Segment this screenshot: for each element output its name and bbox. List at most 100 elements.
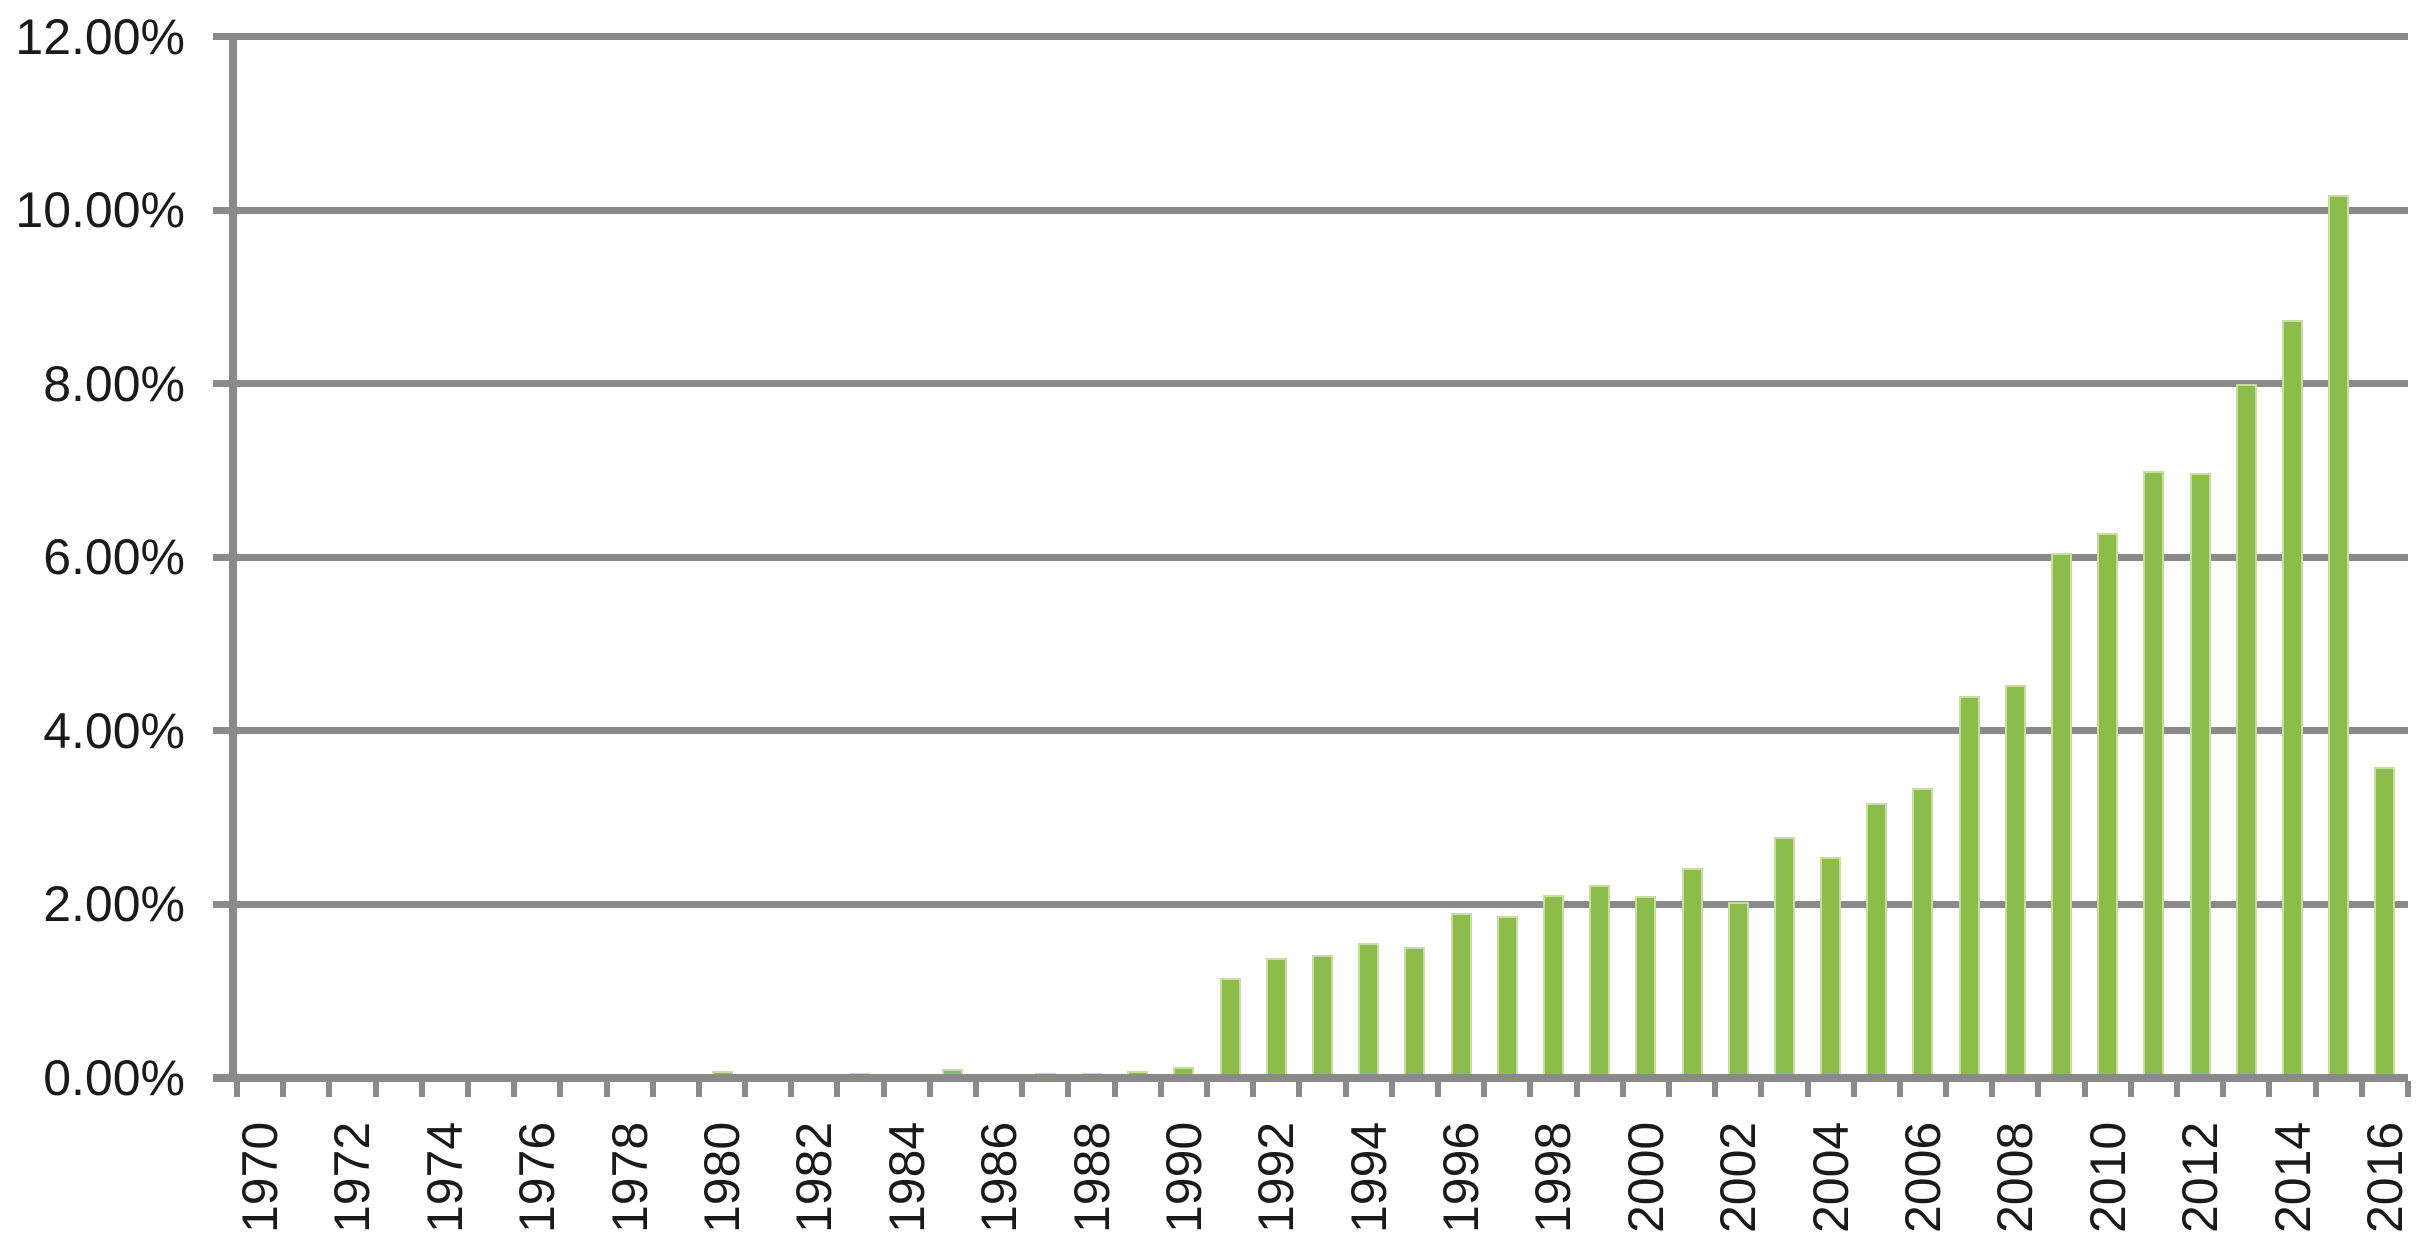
x-axis-label-1992: 1992 (1248, 1121, 1305, 1233)
x-tick (418, 1081, 425, 1097)
bar-1994 (1358, 943, 1380, 1078)
x-tick (464, 1081, 471, 1097)
bar-2013 (2235, 384, 2257, 1078)
x-tick (2127, 1081, 2134, 1097)
gridline-6pct (213, 553, 2408, 561)
bar-2001 (1681, 868, 1703, 1078)
x-axis-label-2000: 2000 (1617, 1121, 1674, 1233)
x-tick (1804, 1081, 1811, 1097)
x-tick (372, 1081, 379, 1097)
x-axis-label-1970: 1970 (232, 1121, 289, 1233)
x-tick (1342, 1081, 1349, 1097)
x-axis-label-2008: 2008 (1987, 1121, 2044, 1233)
x-tick (234, 1081, 240, 1097)
bar-2015 (2328, 195, 2350, 1078)
bar-2007 (1958, 695, 1980, 1078)
y-axis-label-6.00%: 6.00% (43, 529, 185, 585)
x-axis-label-1996: 1996 (1433, 1121, 1490, 1233)
x-axis-label-1978: 1978 (601, 1121, 658, 1233)
x-tick (1111, 1081, 1118, 1097)
bar-2003 (1773, 837, 1795, 1078)
x-tick (326, 1081, 333, 1097)
x-tick (1943, 1081, 1950, 1097)
x-tick (1204, 1081, 1211, 1097)
gridline-4pct (213, 727, 2408, 734)
x-tick (2358, 1081, 2365, 1097)
bar-2010 (2097, 532, 2119, 1078)
bar-2011 (2143, 471, 2165, 1078)
x-tick (1065, 1081, 1072, 1097)
x-axis-label-1986: 1986 (971, 1121, 1028, 1233)
x-tick (2312, 1081, 2319, 1097)
gridline-10pct (213, 206, 2408, 214)
x-tick (1758, 1081, 1765, 1097)
x-tick (2174, 1081, 2181, 1097)
x-tick (2266, 1081, 2273, 1097)
x-tick (1434, 1081, 1441, 1097)
x-tick (1527, 1081, 1534, 1097)
bar-1995 (1404, 947, 1426, 1078)
bar-2005 (1866, 802, 1888, 1078)
bar-2008 (2004, 685, 2026, 1078)
x-tick (1157, 1081, 1164, 1097)
x-tick (880, 1081, 887, 1097)
x-tick (2220, 1081, 2227, 1097)
x-tick (649, 1081, 656, 1097)
bar-2000 (1635, 896, 1657, 1078)
x-axis-label-1988: 1988 (1063, 1121, 1120, 1233)
x-axis-label-2014: 2014 (2264, 1121, 2321, 1233)
x-axis-line (213, 1073, 2408, 1082)
y-axis-label-10.00%: 10.00% (15, 182, 185, 238)
x-axis-label-2006: 2006 (1894, 1121, 1951, 1233)
x-axis-label-2012: 2012 (2172, 1121, 2229, 1233)
bar-2006 (1912, 787, 1934, 1078)
x-tick (1573, 1081, 1580, 1097)
x-axis-label-2016: 2016 (2356, 1121, 2413, 1233)
x-tick (1388, 1081, 1395, 1097)
x-tick (1896, 1081, 1903, 1097)
bar-1990 (1173, 1067, 1195, 1078)
x-tick (1712, 1081, 1719, 1097)
gridline-2pct (213, 900, 2408, 908)
x-axis-label-2010: 2010 (2079, 1121, 2136, 1233)
x-tick (280, 1081, 287, 1097)
bar-1991 (1219, 977, 1241, 1078)
x-tick (2081, 1081, 2088, 1097)
bar-1992 (1265, 957, 1287, 1078)
x-tick (695, 1081, 702, 1097)
bar-1997 (1496, 916, 1518, 1078)
x-axis-label-1974: 1974 (416, 1121, 473, 1233)
y-axis-line (229, 33, 237, 1082)
bar-1993 (1312, 955, 1333, 1078)
x-axis-label-1990: 1990 (1155, 1121, 1212, 1233)
x-tick (973, 1081, 980, 1097)
x-tick (742, 1081, 749, 1097)
x-axis-label-2002: 2002 (1710, 1121, 1767, 1233)
x-tick (926, 1081, 933, 1097)
x-axis-label-1994: 1994 (1340, 1121, 1397, 1233)
x-axis-label-1972: 1972 (324, 1121, 381, 1233)
bar-1996 (1450, 912, 1472, 1078)
gridline-8pct (213, 380, 2408, 387)
x-tick (1989, 1081, 1996, 1097)
bar-2009 (2051, 552, 2073, 1078)
bar-2014 (2282, 320, 2304, 1078)
x-tick (1619, 1081, 1626, 1097)
bar-2016 (2374, 766, 2396, 1078)
x-tick (603, 1081, 610, 1097)
x-tick (2035, 1081, 2042, 1097)
bar-1985 (942, 1068, 964, 1078)
y-axis-label-2.00%: 2.00% (43, 876, 185, 932)
gridline-12pct (213, 33, 2408, 40)
y-axis-label-4.00%: 4.00% (43, 702, 185, 759)
x-axis-label-1982: 1982 (786, 1121, 843, 1233)
bar-2004 (1820, 857, 1842, 1078)
x-tick (834, 1081, 841, 1097)
x-axis-label-1984: 1984 (878, 1121, 935, 1233)
bar-1998 (1542, 895, 1564, 1078)
x-tick (1296, 1081, 1303, 1097)
x-axis-label-1998: 1998 (1525, 1121, 1582, 1233)
x-tick (511, 1081, 518, 1097)
bar-1999 (1589, 884, 1611, 1078)
